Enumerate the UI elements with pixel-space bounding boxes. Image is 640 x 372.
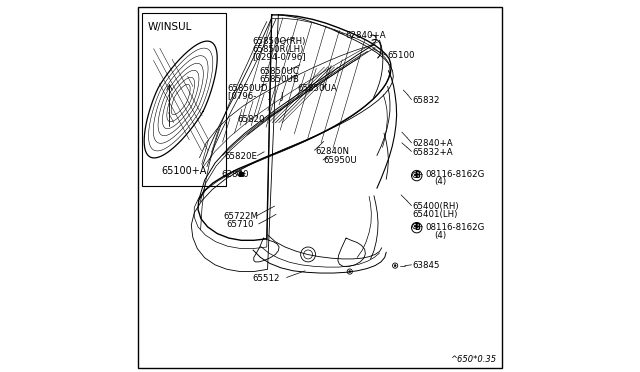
Text: 62840: 62840 bbox=[221, 170, 249, 179]
Text: B: B bbox=[414, 171, 420, 180]
Text: ^650*0.35: ^650*0.35 bbox=[451, 355, 497, 364]
Text: 08116-8162G: 08116-8162G bbox=[425, 170, 484, 179]
Text: 65400(RH): 65400(RH) bbox=[412, 202, 459, 211]
Text: 65850UA: 65850UA bbox=[297, 84, 337, 93]
Text: 65100: 65100 bbox=[387, 51, 415, 60]
Text: 65850UD: 65850UD bbox=[228, 84, 268, 93]
Text: (4): (4) bbox=[435, 177, 447, 186]
Bar bbox=[239, 172, 243, 176]
Text: 08116-8162G: 08116-8162G bbox=[425, 223, 484, 232]
Text: 62840+A: 62840+A bbox=[412, 140, 453, 148]
Text: 65100+A: 65100+A bbox=[161, 166, 207, 176]
Text: 62840+A: 62840+A bbox=[346, 31, 386, 40]
Text: 65850UC: 65850UC bbox=[260, 67, 300, 76]
Text: 65820E: 65820E bbox=[225, 152, 257, 161]
Text: J: J bbox=[280, 92, 283, 101]
Text: 63845: 63845 bbox=[412, 262, 440, 270]
Text: 65832+A: 65832+A bbox=[412, 148, 453, 157]
Text: (4): (4) bbox=[435, 231, 447, 240]
Text: 65850Q(RH): 65850Q(RH) bbox=[252, 37, 306, 46]
Text: 65832: 65832 bbox=[412, 96, 440, 105]
Text: W/INSUL: W/INSUL bbox=[148, 22, 192, 32]
Text: 65722M: 65722M bbox=[223, 212, 259, 221]
Text: 65820: 65820 bbox=[237, 115, 265, 124]
Circle shape bbox=[239, 173, 241, 174]
Text: 65401(LH): 65401(LH) bbox=[412, 210, 458, 219]
Text: 65950U: 65950U bbox=[324, 156, 358, 165]
Text: 65710: 65710 bbox=[227, 220, 253, 229]
Text: 65512: 65512 bbox=[252, 274, 280, 283]
Text: [0796-    ]: [0796- ] bbox=[228, 91, 271, 100]
Text: 65850UB: 65850UB bbox=[260, 75, 300, 84]
Text: 62840N: 62840N bbox=[316, 147, 349, 156]
Text: [0294-0796]: [0294-0796] bbox=[252, 52, 306, 61]
Bar bbox=[142, 13, 226, 186]
Circle shape bbox=[349, 271, 351, 272]
Text: B: B bbox=[414, 223, 420, 232]
Circle shape bbox=[414, 225, 416, 227]
Text: 65850R(LH): 65850R(LH) bbox=[252, 45, 303, 54]
Circle shape bbox=[414, 174, 416, 176]
Circle shape bbox=[394, 265, 396, 266]
